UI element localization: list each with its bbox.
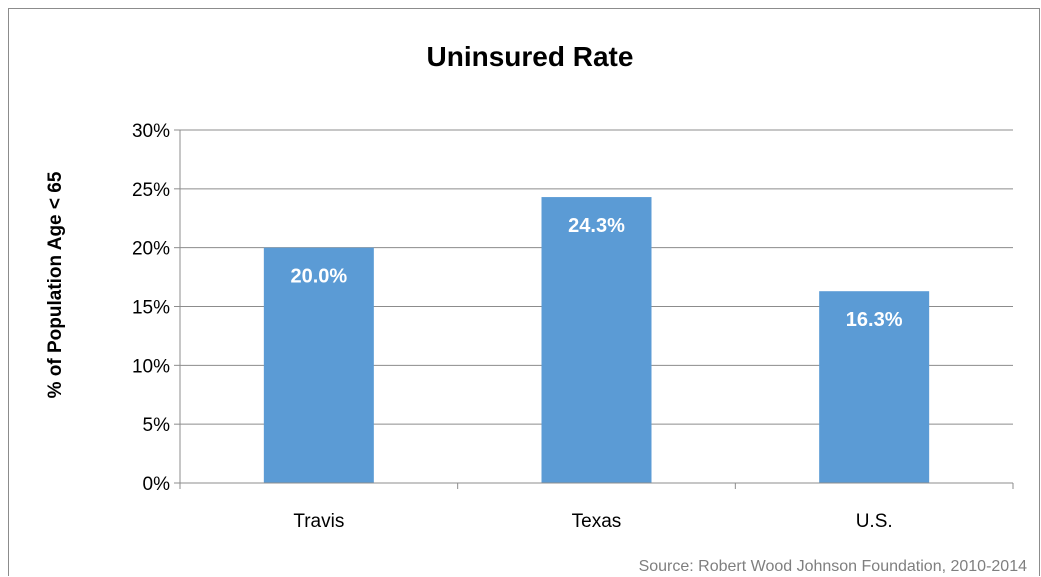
data-label: 16.3% [846,309,903,331]
y-axis-label: % of Population Age < 65 [45,171,66,398]
y-tick-label: 25% [132,180,170,201]
bar [819,291,930,483]
data-label: 20.0% [290,266,347,288]
y-tick-label: 0% [143,474,171,495]
bar [263,247,374,483]
data-labels: 20.0% 24.3% 16.3% [290,215,902,331]
x-tick-label: Travis [293,511,344,532]
bar [541,197,652,483]
y-tick-label: 20% [132,239,170,260]
y-tick-label: 5% [143,415,171,436]
y-tick-label: 15% [132,298,170,319]
y-tick-label: 10% [132,356,170,377]
y-tick-label: 30% [132,121,170,142]
source-note: Source: Robert Wood Johnson Foundation, … [639,558,1028,575]
x-axis: Travis Texas U.S. [179,130,1014,532]
bars [263,197,930,483]
chart-title: Uninsured Rate [427,41,634,72]
data-label: 24.3% [568,215,625,237]
y-tick-labels: 0% 5% 10% 15% 20% 25% 30% [132,121,170,495]
x-tick-label: Texas [572,511,622,532]
x-tick-label: U.S. [856,511,893,532]
